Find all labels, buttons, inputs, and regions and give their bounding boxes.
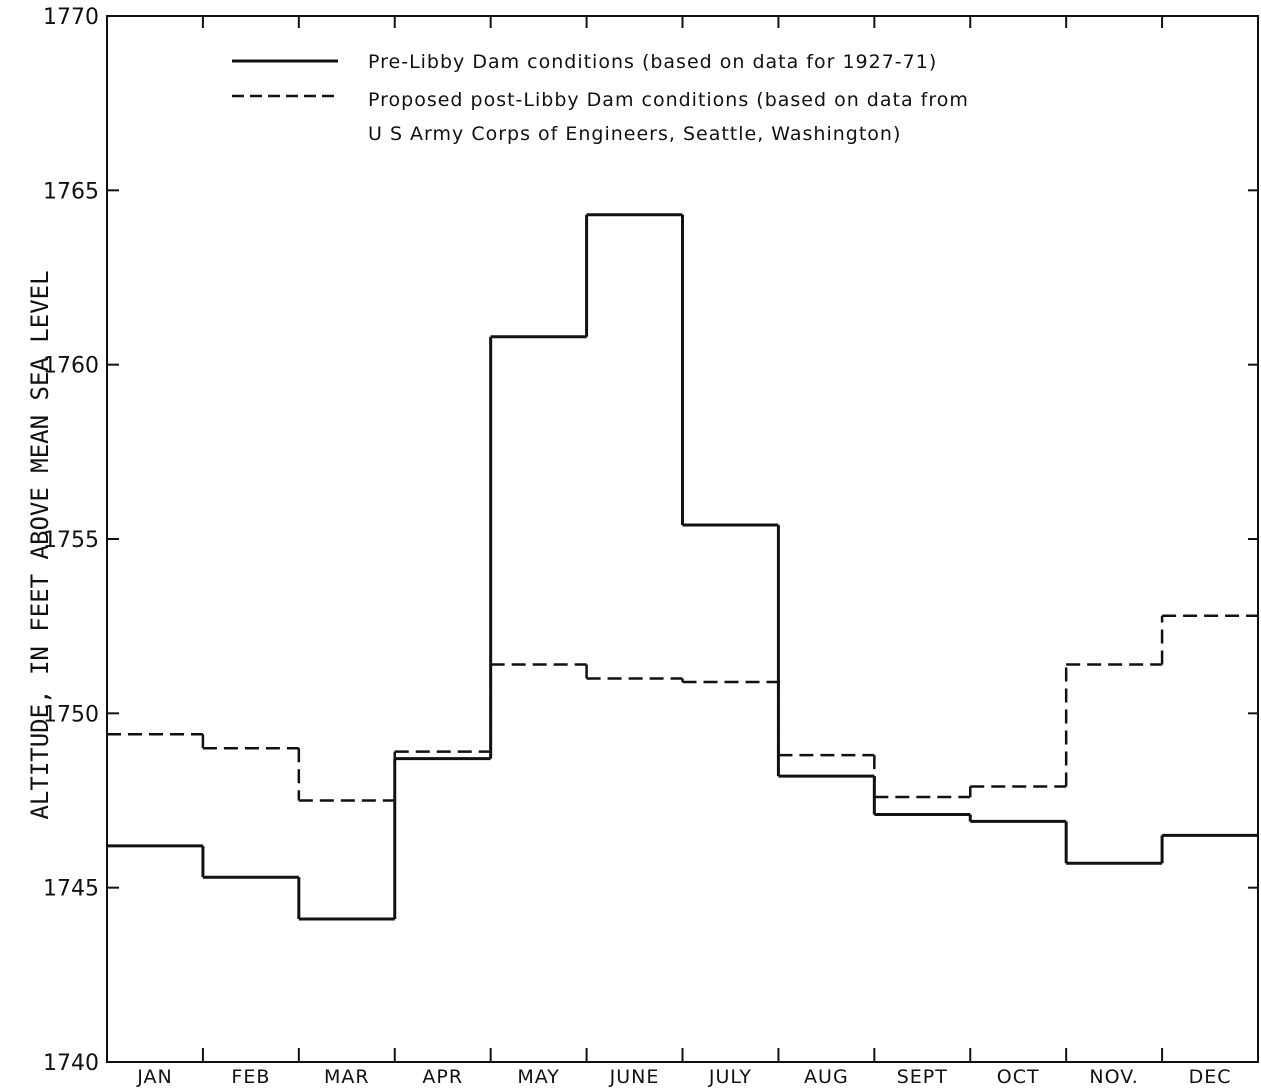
- y-tick-label: 1760: [43, 354, 99, 379]
- series-layer: [107, 213, 1258, 921]
- x-tick-label: MAY: [517, 1066, 560, 1088]
- x-tick-label: OCT: [997, 1066, 1040, 1088]
- x-tick-label: FEB: [231, 1066, 270, 1088]
- series-pre-libby-dam: [107, 213, 1258, 921]
- y-tick-label: 1755: [43, 528, 99, 553]
- y-tick-label: 1740: [43, 1051, 99, 1076]
- legend-line-3: U S Army Corps of Engineers, Seattle, Wa…: [368, 123, 901, 145]
- y-tick-label: 1765: [43, 179, 99, 204]
- y-axis-title: ALTITUDE, IN FEET ABOVE MEAN SEA LEVEL: [26, 270, 54, 819]
- x-tick-label: MAR: [324, 1066, 370, 1088]
- y-tick-label: 1745: [43, 877, 99, 902]
- x-tick-label: AUG: [804, 1066, 849, 1088]
- y-tick-label: 1750: [43, 702, 99, 727]
- plot-frame: [106, 15, 1259, 1063]
- legend: Pre-Libby Dam conditions (based on data …: [232, 51, 969, 145]
- x-tick-label: JAN: [136, 1066, 172, 1088]
- y-tick-label: 1770: [43, 5, 99, 30]
- x-tick-label: NOV.: [1089, 1066, 1138, 1088]
- x-tick-label: JULY: [708, 1066, 752, 1088]
- series-post-libby-dam: [107, 614, 1258, 802]
- legend-line-1: Pre-Libby Dam conditions (based on data …: [368, 51, 937, 73]
- x-axis-ticks: JAN FEB MAR APR MAY JUNE JULY AUG SEPT OCT NOV. DEC: [136, 16, 1232, 1088]
- x-tick-label: JUNE: [609, 1066, 660, 1088]
- x-tick-label: SEPT: [897, 1066, 948, 1088]
- legend-line-2: Proposed post-Libby Dam conditions (base…: [368, 89, 969, 111]
- x-tick-label: APR: [422, 1066, 463, 1088]
- y-axis-ticks: 1740 1745 1750 1755 1760 1765 1770: [43, 5, 1258, 1076]
- x-tick-label: DEC: [1189, 1066, 1232, 1088]
